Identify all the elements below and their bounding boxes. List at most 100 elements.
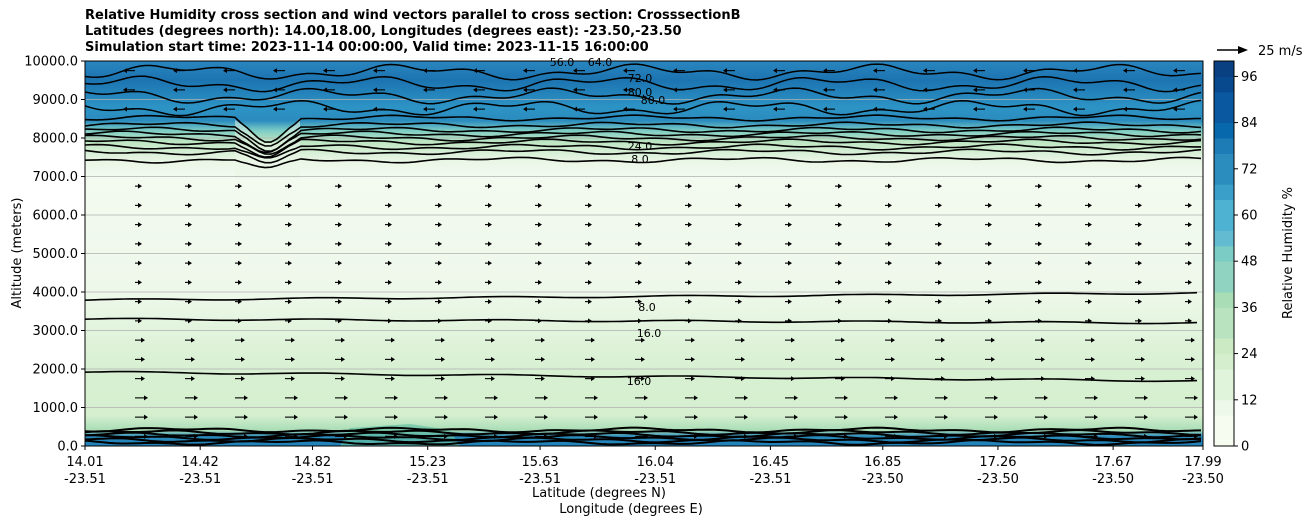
wind-arrowhead (638, 299, 642, 305)
wind-arrowhead (888, 260, 892, 266)
wind-arrowhead (273, 106, 277, 112)
wind-arrowhead (391, 376, 395, 382)
y-axis: 0.0 1000.0 2000.0 3000.0 4000.0 5000.0 6000.0 7… (24, 55, 85, 455)
x-tick-label-lon: -23.51 (519, 472, 561, 487)
wind-arrowhead (1088, 222, 1092, 228)
wind-arrowhead (223, 68, 227, 74)
wind-arrowhead (1188, 183, 1192, 189)
wind-arrowhead (638, 241, 642, 247)
wind-arrowhead (491, 376, 495, 382)
colorbar-swatch (1214, 415, 1234, 432)
wind-arrowhead (373, 87, 377, 93)
wind-arrowhead (423, 106, 427, 112)
colorbar-label: Relative Humidity % (1281, 187, 1296, 319)
wind-arrowhead (738, 279, 742, 285)
wind-arrowhead (538, 202, 542, 208)
wind-arrowhead (1138, 222, 1142, 228)
wind-arrowhead (544, 395, 548, 401)
wind-arrowhead (923, 106, 927, 112)
wind-arrowhead (438, 299, 442, 305)
x-tick-label-lat: 17.99 (1184, 455, 1221, 470)
wind-arrowhead (1173, 106, 1177, 112)
y-tick-label: 10000.0 (24, 55, 78, 70)
contour-line (84, 156, 1202, 169)
colorbar-frame (1213, 60, 1235, 447)
wind-arrowhead (673, 87, 677, 93)
wind-arrowhead (788, 183, 792, 189)
wind-arrowhead (291, 337, 295, 343)
wind-arrowhead (1041, 356, 1045, 362)
wind-arrowhead (941, 337, 945, 343)
wind-arrowhead (541, 376, 545, 382)
wind-arrowhead (788, 318, 792, 324)
wind-arrowhead (244, 433, 248, 439)
wind-arrowhead (341, 337, 345, 343)
wind-arrowhead (973, 106, 977, 112)
wind-arrowhead (888, 183, 892, 189)
wind-arrowhead (388, 183, 392, 189)
wind-arrowhead (388, 222, 392, 228)
wind-arrowhead (1188, 279, 1192, 285)
y-tick-label: 0.0 (57, 440, 78, 455)
colorbar-swatch (1214, 399, 1234, 416)
contour-lines (84, 63, 1202, 446)
wind-arrowhead (438, 279, 442, 285)
wind-arrowhead (723, 68, 727, 74)
wind-arrowhead (388, 260, 392, 266)
wind-arrowhead (1088, 299, 1092, 305)
x-tick-label-lat: 15.63 (521, 455, 558, 470)
wind-arrowhead (488, 241, 492, 247)
contour-line (84, 121, 1202, 147)
contour-line (84, 148, 1202, 164)
wind-arrowhead (1038, 299, 1042, 305)
wind-arrowhead (1188, 202, 1192, 208)
wind-arrowhead (594, 433, 598, 439)
wind-arrowhead (894, 433, 898, 439)
colorbar-swatch (1214, 91, 1234, 108)
wind-arrowhead (191, 376, 195, 382)
y-tick-label: 9000.0 (33, 93, 79, 108)
wind-arrowhead (188, 222, 192, 228)
wind-arrowhead (638, 318, 642, 324)
wind-arrowhead (944, 395, 948, 401)
colorbar-swatch (1214, 168, 1234, 185)
wind-arrowhead (673, 106, 677, 112)
wind-arrowhead (1041, 376, 1045, 382)
wind-arrowhead (438, 318, 442, 324)
wind-arrowhead (488, 299, 492, 305)
wind-arrowhead (438, 202, 442, 208)
wind-arrowhead (1173, 68, 1177, 74)
wind-arrowhead (841, 356, 845, 362)
wind-arrowhead (488, 260, 492, 266)
wind-arrowhead (394, 414, 398, 420)
wind-arrowhead (144, 395, 148, 401)
colorbar-swatch (1214, 199, 1234, 216)
wind-arrowhead (223, 87, 227, 93)
wind-arrowhead (838, 183, 842, 189)
wind-arrowhead (288, 260, 292, 266)
wind-arrowhead (244, 395, 248, 401)
wind-arrowhead (923, 68, 927, 74)
wind-arrowhead (973, 68, 977, 74)
wind-arrowhead (923, 87, 927, 93)
wind-arrowhead (788, 241, 792, 247)
wind-arrowhead (894, 395, 898, 401)
wind-arrowhead (694, 433, 698, 439)
wind-arrowhead (288, 299, 292, 305)
x-axis-label: Latitude (degrees N) (532, 486, 666, 501)
wind-arrowhead (938, 318, 942, 324)
wind-arrowhead (288, 202, 292, 208)
x-axis-label-2: Longitude (degrees E) (559, 502, 703, 517)
x-tick-label-lon: -23.50 (1092, 472, 1134, 487)
wind-arrowhead (138, 260, 142, 266)
wind-arrowhead (594, 395, 598, 401)
wind-arrowhead (191, 337, 195, 343)
wind-arrowhead (423, 87, 427, 93)
colorbar-swatch (1214, 153, 1234, 170)
wind-arrowhead (991, 376, 995, 382)
wind-arrowhead (194, 433, 198, 439)
wind-arrowhead (423, 68, 427, 74)
wind-arrowhead (173, 87, 177, 93)
x-axis: 14.01 -23.51 14.42 -23.51 14.82 -23.51 15.23 -2… (64, 446, 1224, 487)
